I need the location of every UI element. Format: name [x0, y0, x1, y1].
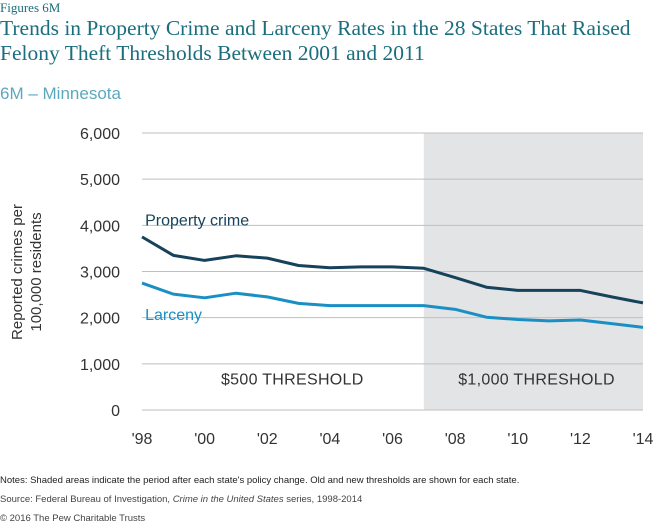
y-tick-label: 4,000 [80, 218, 120, 235]
x-tick-label: '06 [382, 431, 403, 448]
chart-subtitle: 6M – Minnesota [0, 84, 121, 103]
source-title: Crime in the United States [172, 494, 284, 505]
series-line-larceny [141, 281, 644, 329]
chart-title: Trends in Property Crime and Larceny Rat… [0, 16, 631, 65]
x-tick-label: '00 [194, 431, 215, 448]
y-tick-label: 3,000 [80, 265, 120, 282]
notes-text: Notes: Shaded areas indicate the period … [0, 475, 520, 486]
x-tick-label: '10 [507, 431, 528, 448]
x-tick-label: '98 [132, 431, 153, 448]
line-chart: 0 1,000 2,000 3,000 4,000 5,000 6,000 '98 '00 '02… [9, 126, 654, 448]
x-tick-label: '02 [257, 431, 278, 448]
y-tick-label: 0 [111, 403, 120, 420]
y-tick-label: 6,000 [80, 126, 120, 143]
x-tick-label: '14 [633, 431, 654, 448]
threshold-annotation: $1,000 THRESHOLD [458, 372, 615, 389]
source-text: Source: Federal Bureau of Investigation,… [0, 494, 362, 505]
x-tick-label: '12 [570, 431, 591, 448]
y-tick-label: 1,000 [80, 357, 120, 374]
series-label: Larceny [145, 307, 202, 324]
threshold-annotation: $500 THRESHOLD [221, 372, 364, 389]
series-line-property-crime [141, 235, 644, 305]
y-tick-label: 5,000 [80, 172, 120, 189]
y-axis-label: Reported crimes per 100,000 residents [9, 204, 45, 340]
source-suffix: series, 1998-2014 [283, 494, 363, 505]
series-label: Property crime [145, 212, 249, 229]
source-prefix: Source: Federal Bureau of Investigation, [0, 494, 173, 505]
y-tick-label: 2,000 [80, 311, 120, 328]
copyright-text: © 2016 The Pew Charitable Trusts [0, 513, 146, 524]
x-tick-label: '04 [319, 431, 340, 448]
x-tick-label: '08 [445, 431, 466, 448]
figure-label: Figures 6M [0, 0, 61, 15]
